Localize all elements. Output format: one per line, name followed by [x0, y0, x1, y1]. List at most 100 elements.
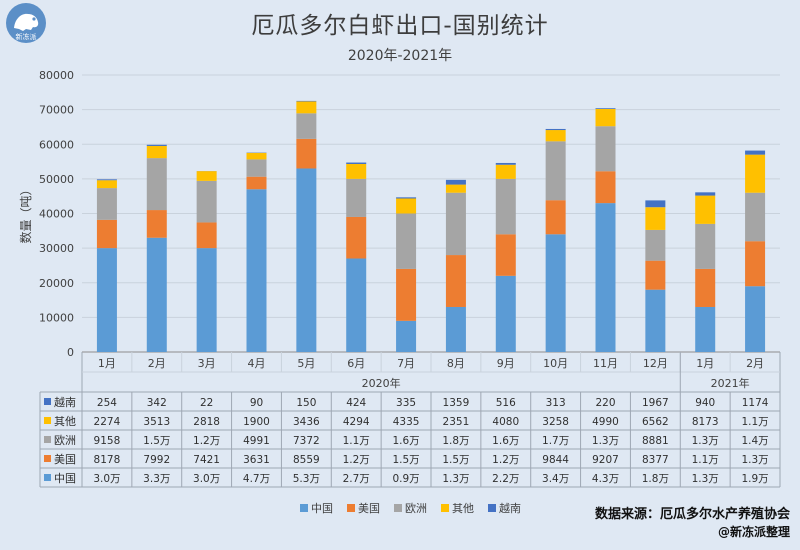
- bar-segment: [346, 216, 367, 259]
- x-tick-label: 12月: [643, 357, 668, 370]
- bar-segment: [96, 179, 117, 181]
- bar-segment: [96, 248, 117, 352]
- table-cell: 9844: [542, 454, 569, 466]
- bar-segment: [695, 306, 716, 352]
- bar-segment: [495, 162, 516, 165]
- x-tick-label: 8月: [447, 357, 465, 370]
- bar-segment: [196, 180, 217, 223]
- table-cell: 1.6万: [492, 435, 519, 447]
- bar-segment: [196, 248, 217, 352]
- legend-key: [488, 504, 496, 512]
- bar-segment: [96, 188, 117, 220]
- table-cell: 6562: [642, 416, 669, 428]
- bar-segment: [296, 101, 317, 114]
- table-cell: 7421: [193, 454, 220, 466]
- y-tick-label: 50000: [39, 173, 74, 186]
- table-cell: 4294: [343, 416, 370, 428]
- x-tick-label: 3月: [198, 357, 216, 370]
- bar-segment: [695, 268, 716, 307]
- y-tick-label: 80000: [39, 69, 74, 82]
- bar-segment: [745, 150, 766, 155]
- bar-segment: [396, 213, 417, 269]
- table-legend-key: [44, 417, 51, 424]
- bar-segment: [146, 144, 167, 146]
- table-legend-key: [44, 455, 51, 462]
- y-tick-label: 60000: [39, 138, 74, 151]
- bar-segment: [595, 203, 616, 352]
- y-tick-label: 40000: [39, 208, 74, 221]
- bar-segment: [745, 241, 766, 287]
- table-legend-key: [44, 436, 51, 443]
- bar-segment: [545, 234, 566, 352]
- legend-label: 越南: [499, 501, 521, 515]
- chart-title: 厄瓜多尔白虾出口-国别统计: [251, 13, 549, 39]
- table-legend-key: [44, 474, 51, 481]
- table-cell: 516: [496, 397, 516, 409]
- table-cell: 1.3万: [592, 435, 619, 447]
- table-cell: 3258: [542, 416, 569, 428]
- table-cell: 4990: [592, 416, 619, 428]
- bar-segment: [445, 192, 466, 256]
- table-cell: 2.7万: [343, 473, 370, 485]
- y-tick-label: 0: [67, 346, 74, 359]
- bar-segment: [695, 223, 716, 269]
- bar-segment: [545, 141, 566, 201]
- x-tick-label: 6月: [347, 357, 365, 370]
- legend-label: 欧洲: [405, 502, 427, 515]
- bar-segment: [196, 171, 217, 181]
- bar-segment: [96, 180, 117, 189]
- bar-segment: [146, 158, 167, 211]
- table-cell: 4.7万: [243, 473, 270, 485]
- table-row-label: 越南: [54, 395, 76, 409]
- bar-segment: [495, 234, 516, 276]
- x-tick-label: 10月: [543, 357, 568, 370]
- y-axis-label: 数量（吨）: [18, 183, 33, 243]
- bar-segment: [445, 184, 466, 193]
- table-cell: 0.9万: [392, 473, 419, 485]
- bar-segment: [595, 171, 616, 204]
- legend-key: [300, 504, 308, 512]
- bar-segment: [396, 197, 417, 199]
- bar-segment: [745, 154, 766, 193]
- table-cell: 4080: [492, 416, 519, 428]
- bar-segment: [545, 200, 566, 235]
- y-tick-label: 30000: [39, 242, 74, 255]
- bar-segment: [146, 237, 167, 352]
- year-label: 2020年: [362, 376, 401, 390]
- table-row-label: 中国: [54, 472, 76, 485]
- bar-segment: [545, 130, 566, 142]
- legend-label: 美国: [358, 502, 380, 515]
- table-cell: 4.3万: [592, 473, 619, 485]
- x-tick-label: 1月: [98, 357, 116, 370]
- table-cell: 1359: [443, 397, 470, 409]
- bar-segment: [695, 192, 716, 196]
- bar-segment: [645, 289, 666, 352]
- table-cell: 313: [546, 397, 566, 409]
- bar-segment: [346, 178, 367, 217]
- bar-segment: [495, 178, 516, 235]
- table-cell: 1.9万: [741, 473, 768, 485]
- bar-segment: [445, 306, 466, 352]
- bar-segment: [246, 159, 267, 177]
- bar-segment: [146, 145, 167, 159]
- bar-segment: [745, 192, 766, 242]
- table-cell: 8173: [692, 416, 719, 428]
- table-cell: 1900: [243, 416, 270, 428]
- table-cell: 3.4万: [542, 473, 569, 485]
- bar-segment: [645, 229, 666, 261]
- bar-segment: [595, 126, 616, 172]
- table-cell: 1.8万: [642, 473, 669, 485]
- bar-segment: [196, 222, 217, 249]
- bar-segment: [495, 164, 516, 179]
- bar-segment: [346, 162, 367, 165]
- table-row-label: 欧洲: [54, 434, 76, 447]
- table-cell: 4335: [393, 416, 420, 428]
- bar-segment: [246, 189, 267, 352]
- bar-segment: [246, 176, 267, 190]
- table-cell: 3.0万: [93, 473, 120, 485]
- table-cell: 1.5万: [442, 454, 469, 466]
- x-tick-label: 9月: [497, 357, 515, 370]
- chart-subtitle: 2020年-2021年: [347, 48, 453, 64]
- logo: 新冻派: [4, 2, 50, 44]
